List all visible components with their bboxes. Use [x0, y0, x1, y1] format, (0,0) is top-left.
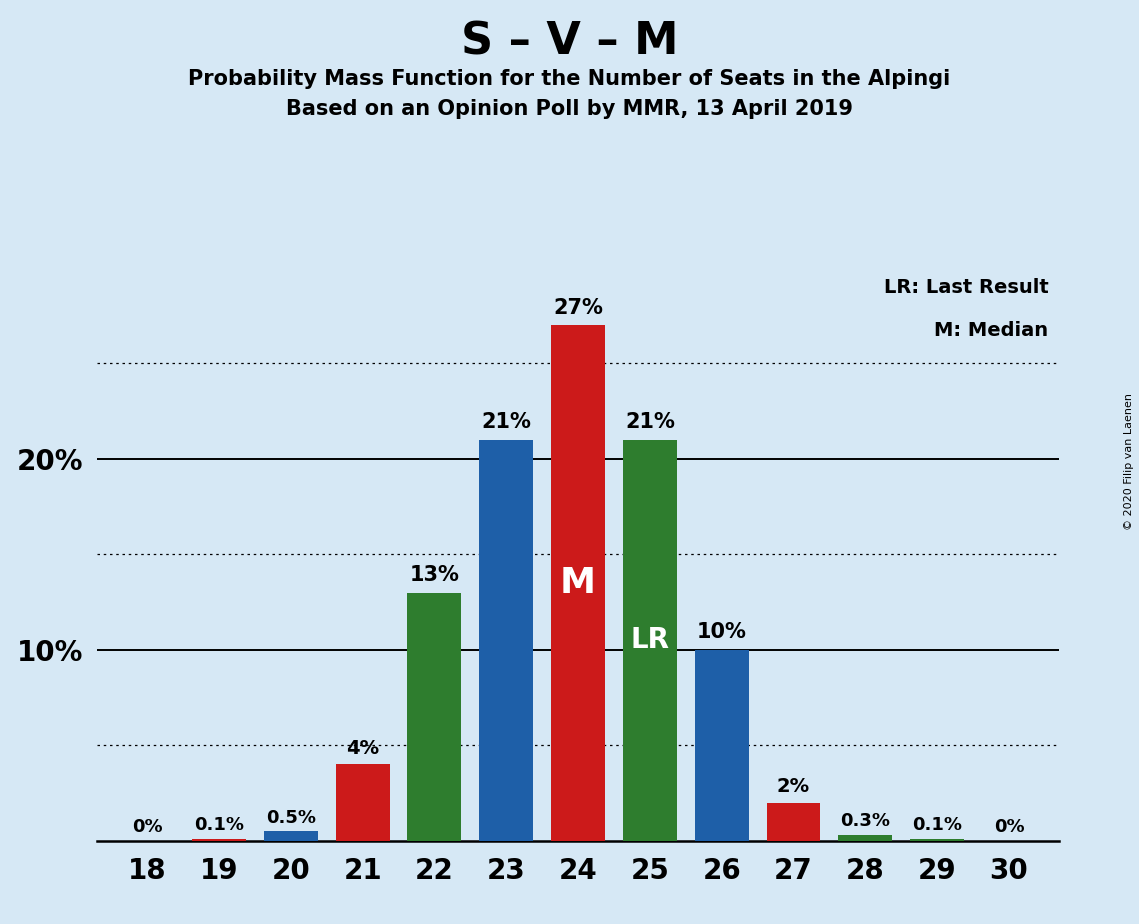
Text: 21%: 21% [625, 412, 674, 432]
Bar [910, 839, 964, 841]
Bar [408, 592, 461, 841]
Text: 0.1%: 0.1% [194, 816, 244, 834]
Text: 21%: 21% [482, 412, 531, 432]
Bar [767, 803, 820, 841]
Bar [192, 839, 246, 841]
Text: Based on an Opinion Poll by MMR, 13 April 2019: Based on an Opinion Poll by MMR, 13 Apri… [286, 99, 853, 119]
Text: 13%: 13% [409, 565, 459, 585]
Text: 27%: 27% [554, 298, 603, 318]
Bar [551, 325, 605, 841]
Text: © 2020 Filip van Laenen: © 2020 Filip van Laenen [1124, 394, 1133, 530]
Text: S – V – M: S – V – M [461, 20, 678, 64]
Bar [336, 764, 390, 841]
Text: 4%: 4% [346, 739, 379, 758]
Text: LR: LR [630, 626, 670, 654]
Bar [623, 440, 677, 841]
Text: 0.5%: 0.5% [265, 808, 316, 826]
Text: M: M [560, 566, 596, 600]
Text: M: Median: M: Median [934, 322, 1049, 340]
Text: 2%: 2% [777, 777, 810, 796]
Text: Probability Mass Function for the Number of Seats in the Alpingi: Probability Mass Function for the Number… [188, 69, 951, 90]
Text: 0%: 0% [993, 818, 1024, 836]
Text: 0%: 0% [132, 818, 163, 836]
Bar [480, 440, 533, 841]
Bar [695, 650, 748, 841]
Bar [264, 832, 318, 841]
Text: 0.1%: 0.1% [912, 816, 962, 834]
Bar [838, 835, 892, 841]
Text: 0.3%: 0.3% [841, 812, 891, 831]
Text: 10%: 10% [697, 622, 747, 642]
Text: LR: Last Result: LR: Last Result [884, 277, 1049, 297]
